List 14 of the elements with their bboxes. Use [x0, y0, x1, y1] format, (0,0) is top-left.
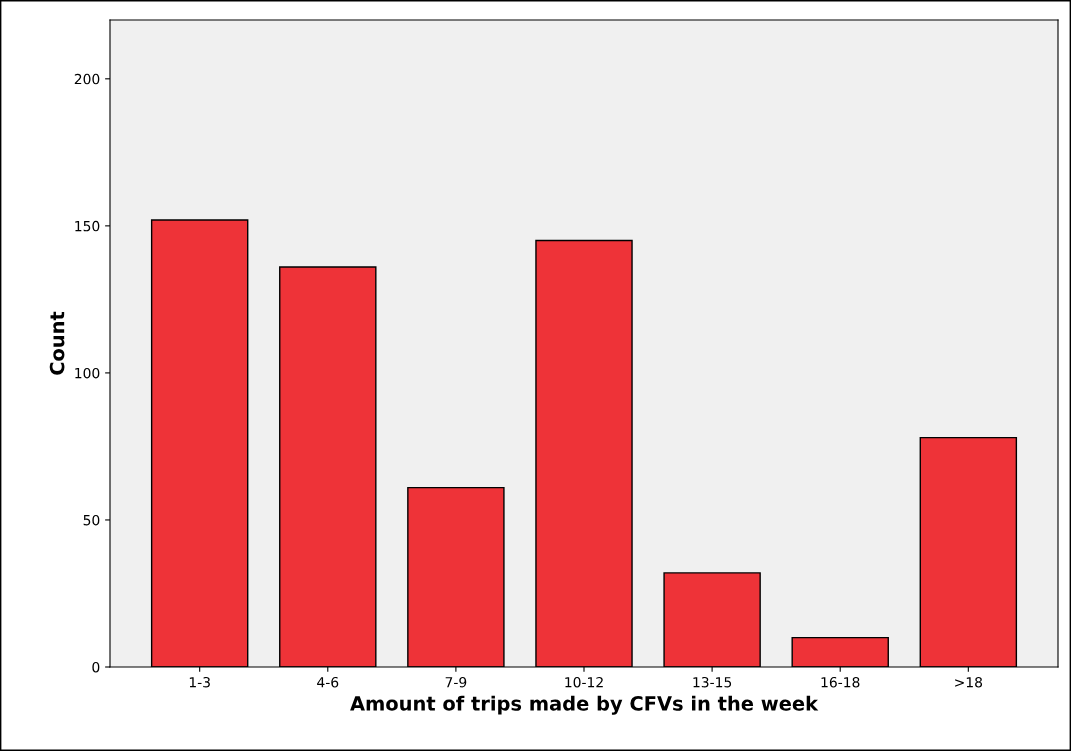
x-tick-label: 4-6 [317, 676, 339, 688]
y-tick-label: 200 [74, 73, 100, 85]
y-tick-label: 150 [75, 220, 100, 232]
x-tick-label: 13-15 [693, 676, 732, 688]
x-tick-label: >18 [955, 676, 983, 688]
x-tick-label: 1-3 [189, 676, 210, 688]
y-axis-title: Count [49, 311, 65, 375]
x-tick-label: 10-12 [565, 676, 603, 688]
x-axis-title: Amount of trips made by CFVs in the week [350, 695, 819, 715]
y-tick-label: 0 [92, 661, 100, 673]
y-tick-label: 50 [83, 514, 100, 526]
x-tick-label: 16-18 [821, 676, 860, 688]
y-tick-label: 100 [75, 367, 100, 379]
x-tick-label: 7-9 [445, 676, 467, 688]
